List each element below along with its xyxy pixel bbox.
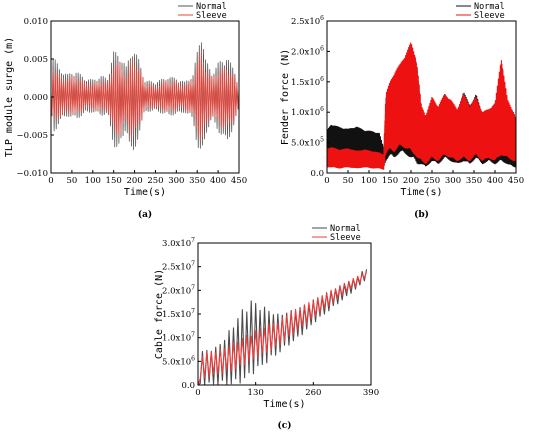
panel-b-fender-chart: 0 50 100 150 200 250 300 350 400 450 0.0 5.0x105 1.0… [280, 2, 524, 220]
panel-label: (b) [414, 209, 429, 220]
axes-frame [50, 20, 240, 174]
y-tick-label: 2.0x107 [162, 284, 195, 296]
series-sleeve-line [198, 271, 368, 385]
x-tick-label: 450 [231, 176, 247, 186]
y-tick-label: −0.010 [17, 169, 48, 179]
x-tick-label: 0 [324, 176, 329, 186]
y-tick-label: 1.5x107 [162, 308, 195, 320]
y-tick-label: 1.5x106 [291, 76, 324, 88]
series-sleeve-line [51, 50, 239, 141]
x-axis-label: Time(s) [263, 399, 305, 410]
panel-label: (a) [138, 209, 152, 220]
y-tick-label: 0.000 [24, 93, 48, 103]
x-tick-label: 260 [305, 388, 321, 398]
x-tick-label: 50 [66, 176, 77, 186]
legend-label-sleeve: Sleeve [474, 11, 505, 21]
legend-label-sleeve: Sleeve [196, 11, 227, 21]
y-tick-label: 0.005 [24, 55, 48, 65]
legend-label-sleeve: Sleeve [330, 233, 361, 243]
x-tick-label: 300 [168, 176, 184, 186]
x-tick-label: 150 [106, 176, 122, 186]
y-tick-label: 0.0 [310, 169, 324, 179]
x-tick-label: 200 [403, 176, 419, 186]
legend-label-normal: Normal [474, 2, 505, 12]
plot-area [51, 42, 239, 151]
panel-a-surge-chart: 0 50 100 150 200 250 300 350 400 450 −0.010 −0.005 0… [4, 2, 247, 220]
y-tick-label: −0.005 [17, 131, 48, 141]
panel-label: (c) [278, 420, 292, 431]
plot-area [198, 269, 368, 385]
panel-c-cable-chart: 0 130 260 390 0.0 5.0x106 1.0x107 1.5x107 2.0x10… [154, 224, 379, 431]
x-tick-label: 390 [363, 388, 379, 398]
x-tick-label: 100 [85, 176, 101, 186]
x-tick-label: 50 [343, 176, 354, 186]
x-tick-label: 250 [424, 176, 440, 186]
x-tick-label: 100 [361, 176, 377, 186]
x-tick-label: 400 [210, 176, 226, 186]
x-tick-label: 130 [248, 388, 264, 398]
y-tick-label: 5.0x106 [162, 355, 195, 367]
y-tick-label: 5.0x105 [291, 137, 324, 149]
x-tick-label: 350 [189, 176, 205, 186]
x-tick-label: 350 [466, 176, 482, 186]
x-axis-label: Time(s) [124, 187, 166, 198]
series-normal-line [198, 269, 368, 385]
x-tick-label: 300 [445, 176, 461, 186]
y-tick-label: 1.0x106 [291, 106, 324, 118]
x-tick-label: 400 [487, 176, 503, 186]
y-axis-label: TLP module surge (m) [4, 37, 15, 157]
legend-label-normal: Normal [330, 224, 361, 234]
y-tick-label: 3.0x107 [162, 237, 195, 249]
x-tick-label: 250 [147, 176, 163, 186]
x-tick-label: 0 [195, 388, 200, 398]
y-axis-label: Fender force (N) [280, 49, 291, 145]
y-axis-label: Cable force (N) [154, 269, 165, 359]
y-tick-label: 2.0x106 [291, 45, 324, 57]
x-tick-label: 450 [508, 176, 524, 186]
y-tick-label: 1.0x107 [162, 332, 195, 344]
y-tick-label: 2.5x107 [162, 261, 195, 273]
y-tick-label: 0.010 [24, 17, 48, 27]
series-normal-line [51, 42, 239, 151]
x-tick-label: 150 [382, 176, 398, 186]
axes-frame [197, 242, 372, 386]
legend-label-normal: Normal [196, 2, 227, 12]
x-axis-label: Time(s) [400, 187, 442, 198]
y-tick-label: 2.5x106 [291, 15, 324, 27]
plot-area [327, 42, 516, 170]
axes-frame [326, 20, 517, 174]
x-tick-label: 0 [48, 176, 53, 186]
y-tick-label: 0.0 [181, 381, 195, 391]
x-tick-label: 200 [126, 176, 142, 186]
series-sleeve-line [327, 42, 516, 170]
